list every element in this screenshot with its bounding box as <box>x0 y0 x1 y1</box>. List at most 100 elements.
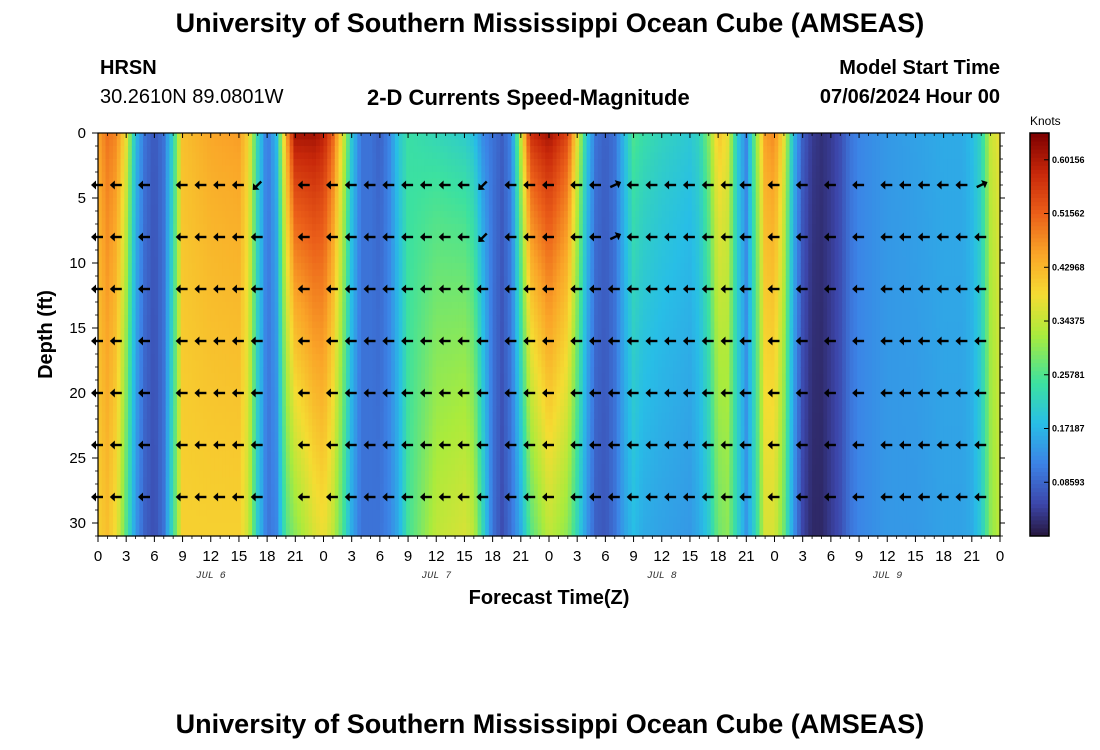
heatmap-cell <box>195 399 201 407</box>
heatmap-cell <box>113 191 118 199</box>
heatmap-cell <box>394 243 400 251</box>
heatmap-cell <box>203 341 208 349</box>
heatmap-cell <box>146 451 152 459</box>
heatmap-cell <box>229 367 234 375</box>
heatmap-cell <box>143 217 148 225</box>
heatmap-cell <box>319 224 325 232</box>
heatmap-cell <box>285 133 291 141</box>
heatmap-cell <box>218 503 223 511</box>
heatmap-cell <box>210 360 216 368</box>
heatmap-cell <box>315 328 321 336</box>
heatmap-cell <box>195 152 201 160</box>
heatmap-cell <box>128 471 133 479</box>
heatmap-cell <box>113 269 118 277</box>
heatmap-cell <box>131 315 137 323</box>
heatmap-cell <box>135 133 140 141</box>
heatmap-cell <box>143 211 148 219</box>
heatmap-cell <box>203 380 208 388</box>
heatmap-cell <box>176 256 182 264</box>
heatmap-cell <box>203 295 208 303</box>
heatmap-cell <box>263 269 268 277</box>
heatmap-cell <box>308 237 313 245</box>
heatmap-cell <box>195 503 201 511</box>
heatmap-cell <box>237 432 242 440</box>
heatmap-cell <box>143 224 148 232</box>
heatmap-cell <box>319 159 325 167</box>
heatmap-cell <box>252 237 257 245</box>
heatmap-cell <box>210 412 216 420</box>
heatmap-cell <box>293 386 298 394</box>
heatmap-cell <box>270 451 276 459</box>
heatmap-cell <box>154 204 159 212</box>
heatmap-cell <box>180 406 186 414</box>
heatmap-cell <box>270 458 276 466</box>
heatmap-cell <box>240 159 246 167</box>
heatmap-cell <box>240 165 246 173</box>
heatmap-cell <box>304 224 310 232</box>
heatmap-cell <box>124 217 129 225</box>
heatmap-cell <box>331 243 336 251</box>
heatmap-cell <box>289 295 295 303</box>
heatmap-cell <box>128 451 133 459</box>
heatmap-cell <box>128 438 133 446</box>
heatmap-cell <box>334 165 340 173</box>
heatmap-cell <box>259 386 264 394</box>
heatmap-cell <box>169 250 174 258</box>
heatmap-cell <box>338 328 343 336</box>
heatmap-cell <box>165 295 171 303</box>
heatmap-cell <box>154 497 159 505</box>
heatmap-cell <box>240 477 246 485</box>
heatmap-cell <box>315 237 321 245</box>
heatmap-cell <box>109 451 114 459</box>
heatmap-cell <box>342 282 347 290</box>
heatmap-cell <box>120 224 125 232</box>
heatmap-cell <box>315 250 321 258</box>
heatmap-cell <box>394 139 400 147</box>
heatmap-cell <box>233 341 238 349</box>
heatmap-cell <box>173 224 178 232</box>
heatmap-cell <box>199 503 204 511</box>
heatmap-cell <box>394 217 400 225</box>
heatmap-cell <box>319 503 325 511</box>
heatmap-cell <box>267 458 272 466</box>
heatmap-cell <box>368 438 373 446</box>
heatmap-cell <box>128 185 133 193</box>
heatmap-cell <box>398 328 404 336</box>
heatmap-cell <box>308 269 313 277</box>
heatmap-cell <box>248 250 253 258</box>
heatmap-cell <box>342 191 347 199</box>
heatmap-cell <box>361 412 366 420</box>
heatmap-cell <box>165 451 171 459</box>
heatmap-cell <box>252 419 257 427</box>
heatmap-cell <box>214 464 219 472</box>
heatmap-cell <box>297 302 302 310</box>
heatmap-cell <box>308 230 313 238</box>
heatmap-cell <box>173 243 178 251</box>
heatmap-cell <box>342 328 347 336</box>
heatmap-cell <box>237 146 242 154</box>
heatmap-cell <box>315 191 321 199</box>
heatmap-cell <box>161 484 167 492</box>
heatmap-cell <box>98 282 103 290</box>
heatmap-cell <box>372 198 377 206</box>
heatmap-cell <box>199 516 204 524</box>
heatmap-cell <box>289 276 295 284</box>
heatmap-cell <box>139 419 144 427</box>
heatmap-cell <box>270 295 276 303</box>
heatmap-cell <box>394 146 400 154</box>
heatmap-cell <box>158 529 163 537</box>
heatmap-cell <box>158 354 163 362</box>
heatmap-cell <box>101 360 107 368</box>
heatmap-cell <box>135 263 140 271</box>
heatmap-cell <box>158 243 163 251</box>
heatmap-cell <box>139 471 144 479</box>
heatmap-cell <box>285 490 291 498</box>
heatmap-cell <box>184 146 189 154</box>
heatmap-cell <box>199 477 204 485</box>
heatmap-cell <box>342 477 347 485</box>
heatmap-cell <box>158 438 163 446</box>
heatmap-cell <box>387 146 392 154</box>
heatmap-cell <box>278 373 283 381</box>
heatmap-cell <box>357 477 362 485</box>
heatmap-cell <box>387 484 392 492</box>
